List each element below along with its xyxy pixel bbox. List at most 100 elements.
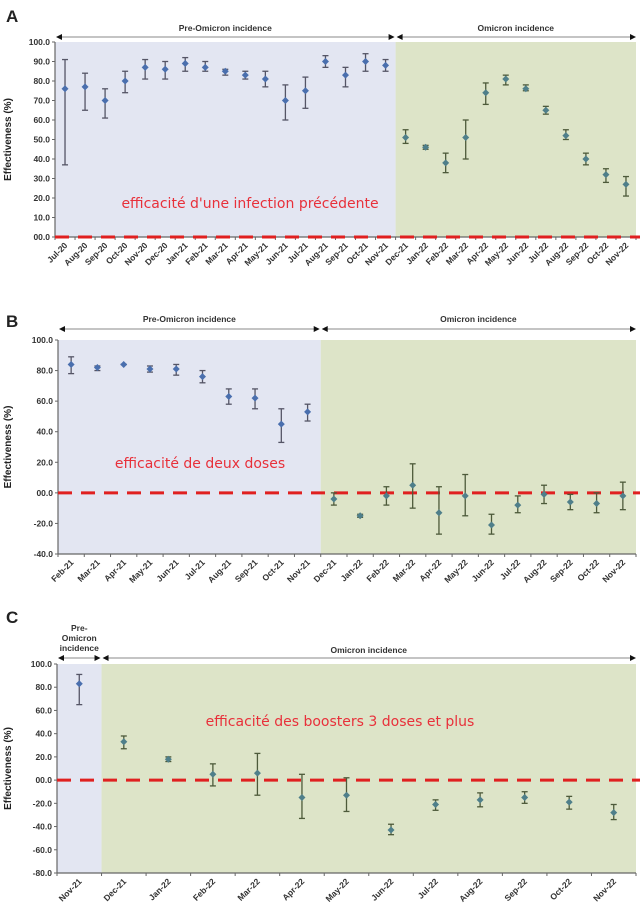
- x-tick-label: Jun-21: [154, 557, 181, 584]
- data-point: [225, 393, 233, 401]
- data-point: [93, 364, 101, 372]
- data-point: [209, 770, 217, 778]
- x-tick-label: Aug-22: [457, 876, 485, 904]
- y-tick-label: 100.0: [31, 659, 53, 669]
- x-tick-label: Dec-20: [143, 240, 170, 267]
- x-tick-label: Apr-22: [417, 557, 443, 583]
- data-point: [304, 408, 312, 416]
- data-point: [610, 809, 618, 817]
- data-point: [409, 481, 417, 489]
- x-tick-label: Jan-22: [147, 876, 173, 902]
- data-point: [120, 738, 128, 746]
- x-tick-label: Apr-22: [280, 876, 306, 902]
- data-point: [462, 134, 470, 142]
- data-point: [61, 85, 69, 93]
- y-tick-label: 00.0: [33, 232, 50, 242]
- y-axis-label: Effectiveness (%): [3, 98, 14, 181]
- data-point: [342, 71, 349, 79]
- data-point: [172, 365, 180, 373]
- data-point: [602, 171, 610, 179]
- data-point: [199, 373, 206, 381]
- panel-a: A Pre-Omicron incidence Omicron incidence 0…: [3, 7, 640, 268]
- pre-omicron-label: Pre-: [71, 623, 88, 633]
- x-tick-label: Nov-21: [57, 876, 84, 903]
- y-tick-label: 60.0: [33, 115, 50, 125]
- panel-b: B Pre-Omicron incidence Omicron incidence -…: [3, 312, 640, 585]
- data-point: [121, 77, 129, 85]
- x-tick-label: Nov-22: [600, 557, 627, 584]
- y-axis-label: Effectiveness (%): [3, 727, 14, 810]
- y-tick-label: 20.0: [36, 457, 53, 467]
- data-point: [422, 143, 430, 151]
- y-tick-label: -40.0: [34, 549, 54, 559]
- y-tick-label: -80.0: [33, 868, 53, 878]
- x-tick-label: Feb-22: [364, 557, 391, 584]
- pre-omicron-arrow-left-arrowhead: [59, 326, 65, 332]
- x-tick-label: Nov-22: [603, 240, 630, 267]
- data-point: [181, 59, 189, 67]
- data-point: [281, 97, 289, 104]
- x-tick-label: Mar-21: [75, 557, 102, 584]
- x-tick-label: Dec-21: [311, 557, 338, 584]
- pre-omicron-label: incidence: [60, 643, 99, 653]
- data-point: [522, 85, 530, 93]
- data-point: [261, 75, 269, 83]
- data-point: [514, 501, 522, 509]
- x-tick-label: Mar-22: [235, 876, 262, 903]
- pre-omicron-arrow-right-arrowhead: [388, 34, 395, 40]
- data-point: [161, 65, 169, 73]
- data-point: [562, 132, 570, 140]
- x-tick-label: Dec-21: [101, 876, 128, 903]
- pre-omicron-arrow-right-arrowhead: [313, 326, 320, 332]
- x-tick-label: Jul-22: [416, 876, 441, 901]
- data-point: [241, 71, 249, 79]
- data-point: [251, 394, 259, 402]
- data-point: [201, 63, 209, 71]
- annotation-text: efficacité de deux doses: [115, 456, 285, 472]
- data-point: [435, 509, 443, 517]
- data-point: [402, 134, 410, 142]
- omicron-arrow-right-arrowhead: [630, 655, 636, 661]
- panel-letter: C: [6, 608, 18, 627]
- omicron-label: Omicron incidence: [478, 23, 555, 33]
- pre-omicron-label: Pre-Omicron incidence: [179, 23, 272, 33]
- data-point: [619, 492, 627, 500]
- y-tick-label: 90.0: [33, 57, 50, 67]
- data-point: [301, 87, 309, 95]
- data-point: [120, 360, 128, 368]
- omicron-arrow-right-arrowhead: [630, 34, 636, 40]
- x-tick-label: Sep-21: [323, 240, 350, 267]
- y-tick-label: -40.0: [33, 822, 53, 832]
- data-point: [432, 800, 440, 808]
- data-point: [476, 796, 484, 804]
- x-tick-label: Sep-22: [564, 240, 591, 267]
- x-tick-label: Sep-22: [548, 557, 575, 584]
- omicron-arrow-right-arrowhead: [630, 326, 636, 332]
- x-tick-label: Sep-20: [83, 240, 110, 267]
- y-tick-label: 60.0: [36, 396, 53, 406]
- data-point: [146, 365, 154, 373]
- data-point: [582, 155, 590, 163]
- data-point: [461, 492, 469, 500]
- panel-letter: B: [6, 312, 18, 331]
- data-point: [277, 420, 285, 428]
- omicron-background: [395, 42, 636, 237]
- omicron-background: [101, 664, 637, 873]
- data-point: [542, 106, 550, 114]
- x-tick-label: Jun-22: [504, 240, 531, 267]
- data-point: [141, 63, 149, 71]
- omicron-label: Omicron incidence: [331, 645, 408, 655]
- y-tick-label: 70.0: [33, 96, 50, 106]
- y-tick-label: 20.0: [35, 752, 52, 762]
- x-tick-label: May-22: [442, 557, 470, 585]
- pre-omicron-label: Omicron: [62, 633, 97, 643]
- data-point: [521, 794, 529, 802]
- x-tick-label: Feb-21: [49, 557, 76, 584]
- omicron-label: Omicron incidence: [440, 314, 517, 324]
- pre-omicron-arrow-left-arrowhead: [56, 34, 62, 40]
- y-tick-label: 80.0: [33, 76, 50, 86]
- x-tick-label: Aug-21: [206, 557, 234, 585]
- data-point: [566, 498, 574, 506]
- x-tick-label: Aug-22: [521, 557, 549, 585]
